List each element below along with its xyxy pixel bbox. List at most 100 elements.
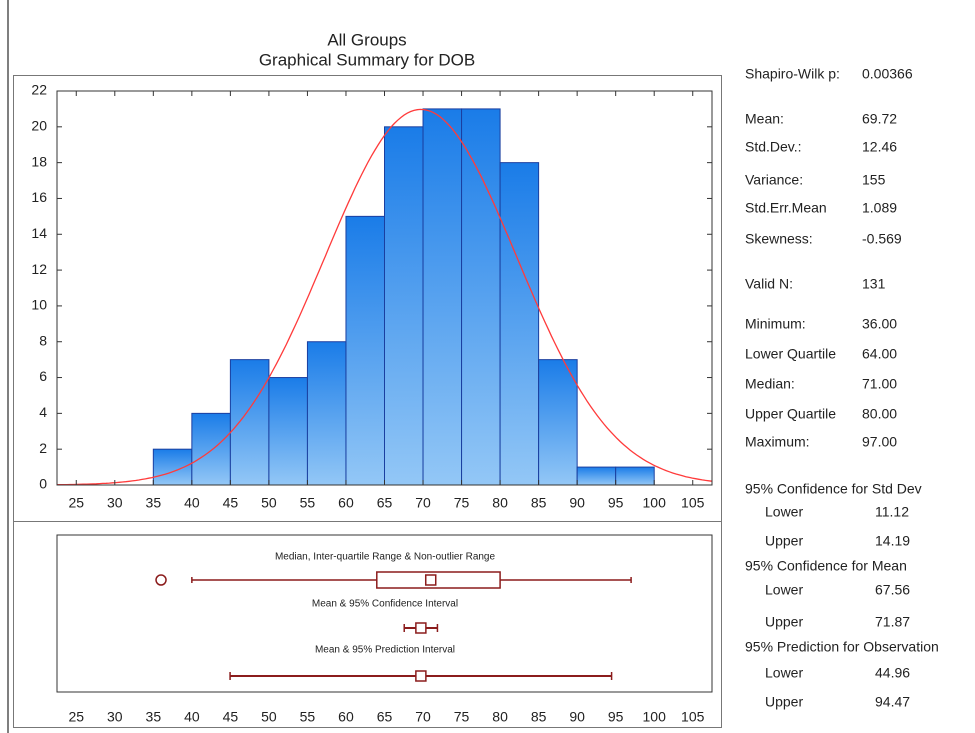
x-tick-label: 95 [608,709,624,725]
y-tick-label: 16 [31,189,47,205]
median-marker [424,574,437,586]
x-tick-label: 105 [681,495,705,511]
x-tick-label: 60 [338,495,354,511]
y-tick-label: 6 [39,368,47,384]
x-tick-label: 40 [184,495,200,511]
x-tick-label: 70 [415,495,431,511]
x-tick-label: 50 [261,709,277,725]
y-tick-label: 0 [39,476,47,492]
y-tick-label: 12 [31,261,47,277]
y-tick-label: 10 [31,297,47,313]
x-tick-label: 100 [643,709,667,725]
histogram-bar [345,215,385,486]
x-tick-label: 100 [643,495,667,511]
interval-label: Upper [765,694,803,710]
iqr-box [376,571,501,589]
box-label: Median, Inter-quartile Range & Non-outli… [275,552,496,563]
y-tick-label: 4 [39,404,47,420]
interval-label: Lower [765,582,803,598]
interval-value: 67.56 [875,582,910,598]
x-tick-label: 65 [377,495,393,511]
stat-label: Valid N: [745,276,793,292]
stat-label: Maximum: [745,434,810,450]
y-tick-label: 14 [31,225,47,241]
stat-label: Std.Err.Mean [745,200,827,216]
x-tick-label: 95 [608,495,624,511]
pi-label: Mean & 95% Prediction Interval [315,645,455,656]
x-tick-label: 35 [146,495,162,511]
interval-value: 14.19 [875,533,910,549]
y-tick-label: 20 [31,118,47,134]
x-tick-label: 105 [681,709,705,725]
histogram-bar [384,126,424,486]
interval-value: 11.12 [875,504,909,520]
stat-label: Lower Quartile [745,346,836,362]
interval-title: 95% Confidence for Mean [745,558,907,574]
mean-marker [415,670,427,682]
y-tick-label: 8 [39,332,47,348]
mean-marker [415,622,427,634]
stat-value: 69.72 [862,111,897,127]
stat-label: Skewness: [745,231,813,247]
interval-value: 71.87 [875,614,910,630]
stat-label: Mean: [745,111,784,127]
y-tick-label: 22 [31,82,47,98]
outlier [155,574,167,586]
histogram-bar [538,359,578,486]
histogram-bar [229,359,270,486]
stat-value: 12.46 [862,139,897,155]
histogram-bar [191,412,231,486]
y-tick-label: 2 [39,440,47,456]
chart-frame [13,75,722,728]
x-tick-label: 70 [415,709,431,725]
stat-value: 1.089 [862,200,897,216]
interval-title: 95% Prediction for Observation [745,639,939,655]
normal-curve [57,108,713,486]
x-tick-label: 65 [377,709,393,725]
stat-label: Upper Quartile [745,406,836,422]
histogram-bar [268,377,308,486]
x-tick-label: 30 [107,495,123,511]
stat-value: 131 [862,276,886,292]
x-tick-label: 30 [107,709,123,725]
stat-value: 71.00 [862,376,897,392]
x-tick-label: 80 [492,709,508,725]
stat-label: Variance: [745,172,803,188]
stat-value: -0.569 [862,231,902,247]
x-tick-label: 90 [569,709,585,725]
interval-value: 94.47 [875,694,910,710]
x-tick-label: 25 [68,495,84,511]
x-tick-label: 55 [300,495,316,511]
stat-label: Std.Dev.: [745,139,802,155]
histogram-bar [306,341,347,486]
interval-label: Lower [765,665,803,681]
ci-label: Mean & 95% Confidence Interval [312,599,458,610]
histogram-bar [499,162,540,486]
x-tick-label: 25 [68,709,84,725]
histogram-bar [615,466,655,486]
x-tick-label: 75 [454,495,470,511]
x-tick-label: 50 [261,495,277,511]
stat-label: Median: [745,376,795,392]
histogram-bar [152,448,193,486]
stat-value: 80.00 [862,406,897,422]
stat-value: 36.00 [862,316,897,332]
y-tick-label: 18 [31,153,47,169]
histogram-bar [576,466,617,486]
interval-title: 95% Confidence for Std Dev [745,481,922,497]
stat-label: Minimum: [745,316,806,332]
interval-label: Upper [765,533,803,549]
stat-value: 97.00 [862,434,897,450]
stat-value: 64.00 [862,346,897,362]
x-tick-label: 85 [531,709,547,725]
x-tick-label: 45 [223,495,239,511]
x-tick-label: 55 [300,709,316,725]
interval-value: 44.96 [875,665,910,681]
box-panel-frame [56,534,713,693]
histogram-bar [461,108,501,486]
x-tick-label: 80 [492,495,508,511]
histogram-bar [422,108,463,486]
x-tick-label: 40 [184,709,200,725]
x-tick-label: 75 [454,709,470,725]
